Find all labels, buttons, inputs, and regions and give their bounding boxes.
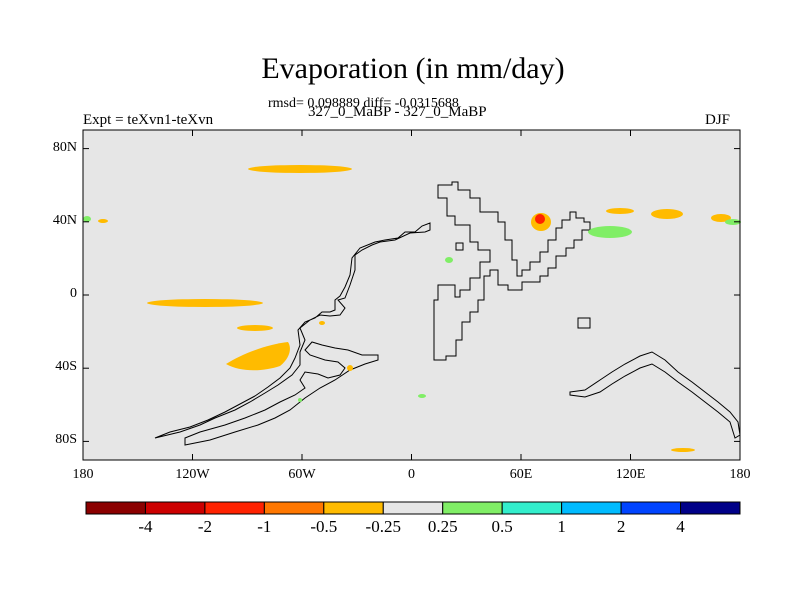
patch-green-indian	[418, 394, 426, 398]
colorbar-label: -2	[197, 517, 212, 536]
anomaly-patches	[83, 165, 741, 452]
coastline-southern-cone	[184, 341, 379, 446]
coastline-island-2	[577, 317, 591, 329]
colorbar-swatch	[561, 501, 622, 515]
lat-tick-label: 0	[70, 286, 77, 301]
case-label: 327_0_MaBP - 327_0_MaBP	[308, 104, 487, 120]
patch-north-pacific	[248, 165, 352, 173]
colorbar	[85, 501, 741, 515]
coastline-antarctic	[569, 351, 741, 439]
colorbar-label: 2	[616, 517, 626, 536]
patch-green-east	[725, 219, 741, 225]
tick-marks	[82, 130, 741, 460]
coastline-afro-eurasia	[433, 181, 591, 361]
colorbar-swatch	[85, 501, 146, 515]
colorbar-swatch	[382, 501, 444, 515]
lat-tick-label: 40S	[55, 359, 77, 375]
coastline-americas	[154, 222, 431, 439]
colorbar-swatch	[501, 501, 563, 515]
patch-green-africa	[445, 257, 453, 263]
patch-south-pacific	[226, 342, 290, 371]
stats-text: rmsd= 0.098889 diff= -0.0315688	[268, 96, 459, 111]
colorbar-label: -4	[138, 517, 153, 536]
patch-north-pacific-e2	[651, 209, 683, 219]
lon-tick-label: 120W	[175, 467, 210, 482]
patch-small-a	[98, 219, 108, 223]
lat-tick-label: 80N	[52, 139, 77, 155]
lon-tick-label: 60W	[288, 467, 316, 482]
colorbar-label: 1	[557, 517, 566, 536]
lon-tick-label: 120E	[615, 467, 646, 482]
lon-tick-label: 180	[729, 467, 751, 482]
colorbar-swatch	[442, 501, 503, 515]
patch-north-pacific-e3	[711, 214, 731, 222]
experiment-label: Expt = teXvn1-teXvn	[83, 112, 214, 128]
colorbar-swatch	[263, 501, 325, 515]
chart-title: Evaporation (in mm/day)	[261, 52, 565, 85]
colorbar-swatch	[620, 501, 682, 515]
patch-asia-red	[535, 214, 545, 224]
patch-tropical-pacific-1	[147, 299, 263, 307]
map-background	[83, 130, 740, 460]
patch-green-west	[83, 216, 91, 222]
lon-tick-label: 0	[408, 467, 415, 482]
patch-small-b	[319, 321, 325, 325]
coastline-island-1	[455, 242, 464, 251]
colorbar-label: -0.25	[365, 517, 401, 536]
colorbar-label: 0.25	[427, 517, 458, 536]
colorbar-swatch	[144, 501, 206, 515]
patch-green-pacific	[588, 226, 632, 238]
colorbar-label: 0.5	[491, 517, 513, 536]
lon-tick-label: 180	[72, 467, 94, 482]
colorbar-label: -0.5	[310, 517, 338, 536]
patch-tropical-pacific-2	[237, 325, 273, 331]
patch-north-pacific-e1	[606, 208, 634, 214]
lat-tick-label: 80S	[55, 432, 77, 448]
lon-tick-label: 60E	[509, 467, 533, 482]
lat-tick-label: 40N	[52, 212, 77, 228]
patch-south-pacific-e	[671, 448, 695, 452]
colorbar-label: -1	[257, 517, 272, 536]
colorbar-swatch	[680, 501, 741, 515]
patch-small-c	[347, 365, 353, 371]
patch-green-small	[298, 398, 302, 402]
colorbar-swatch	[204, 501, 265, 515]
season-label: DJF	[705, 112, 731, 128]
colorbar-swatch	[323, 501, 384, 515]
coastlines	[154, 181, 741, 446]
colorbar-label: 4	[676, 517, 685, 536]
